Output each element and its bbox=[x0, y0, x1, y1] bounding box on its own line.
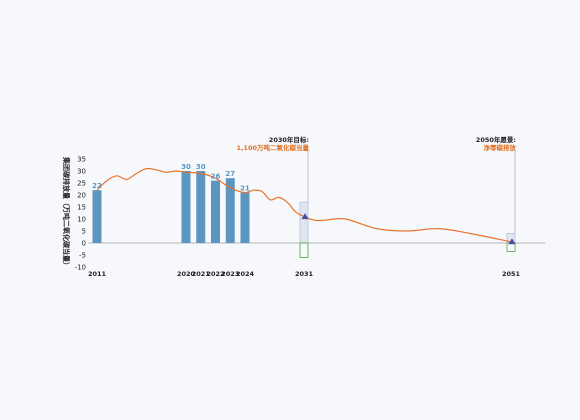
target-marker bbox=[301, 213, 309, 220]
y-tick-label: 10 bbox=[77, 216, 86, 224]
trend-line-layer bbox=[96, 167, 516, 245]
y-tick-label: 35 bbox=[77, 156, 86, 164]
x-tick-label: 2022 bbox=[206, 270, 224, 278]
y-tick-label: 20 bbox=[77, 192, 86, 200]
bar bbox=[211, 180, 220, 243]
target-subtitle: 1,100万吨二氧化碳当量 bbox=[236, 143, 309, 152]
labels-layer: 22 2011 30 2020 30 2021 26 2022 27 2023 21 2024 2031… bbox=[88, 135, 521, 278]
target-marker bbox=[508, 238, 516, 245]
target-range-box bbox=[299, 201, 309, 244]
bar-value-label: 26 bbox=[211, 173, 221, 181]
x-tick-label: 2031 bbox=[295, 270, 314, 278]
y-tick-label: 25 bbox=[77, 180, 86, 188]
target-title: 2030年目标: bbox=[269, 135, 309, 144]
bar bbox=[240, 192, 250, 243]
y-tick-label: 30 bbox=[77, 168, 86, 176]
emissions-trend-line bbox=[96, 167, 512, 243]
bar bbox=[225, 178, 235, 243]
bars-layer bbox=[92, 171, 250, 243]
bar bbox=[196, 171, 206, 243]
x-tick-label: 2021 bbox=[192, 270, 211, 278]
y-tick-label: -10 bbox=[75, 264, 86, 272]
targets-layer bbox=[299, 150, 516, 258]
y-tick-label: 5 bbox=[82, 228, 86, 236]
bar-value-label: 27 bbox=[225, 170, 235, 178]
target-subtitle: 净零碳排放 bbox=[484, 143, 517, 152]
bar bbox=[181, 171, 191, 243]
target-lower-box bbox=[299, 242, 309, 258]
x-tick-label: 2020 bbox=[177, 270, 196, 278]
y-tick-label: 0 bbox=[82, 240, 86, 248]
x-tick-label: 2023 bbox=[221, 270, 239, 278]
axes-layer: -10 -5 0 5 10 15 20 25 30 35 bbox=[75, 156, 545, 272]
bar bbox=[92, 190, 102, 243]
x-tick-label: 2011 bbox=[88, 270, 107, 278]
x-tick-label: 2024 bbox=[236, 270, 255, 278]
y-tick-label: 15 bbox=[77, 204, 86, 212]
y-tick-label: -5 bbox=[79, 252, 86, 260]
bar-value-label: 21 bbox=[240, 185, 250, 193]
y-axis-label: 集团碳排放量（万吨二氧化碳当量） bbox=[62, 156, 71, 269]
target-title: 2050年愿景: bbox=[476, 135, 516, 144]
bar-value-label: 30 bbox=[181, 163, 191, 171]
x-tick-label: 2051 bbox=[502, 270, 521, 278]
bar-value-label: 22 bbox=[92, 182, 102, 190]
bar-value-label: 30 bbox=[196, 163, 206, 171]
